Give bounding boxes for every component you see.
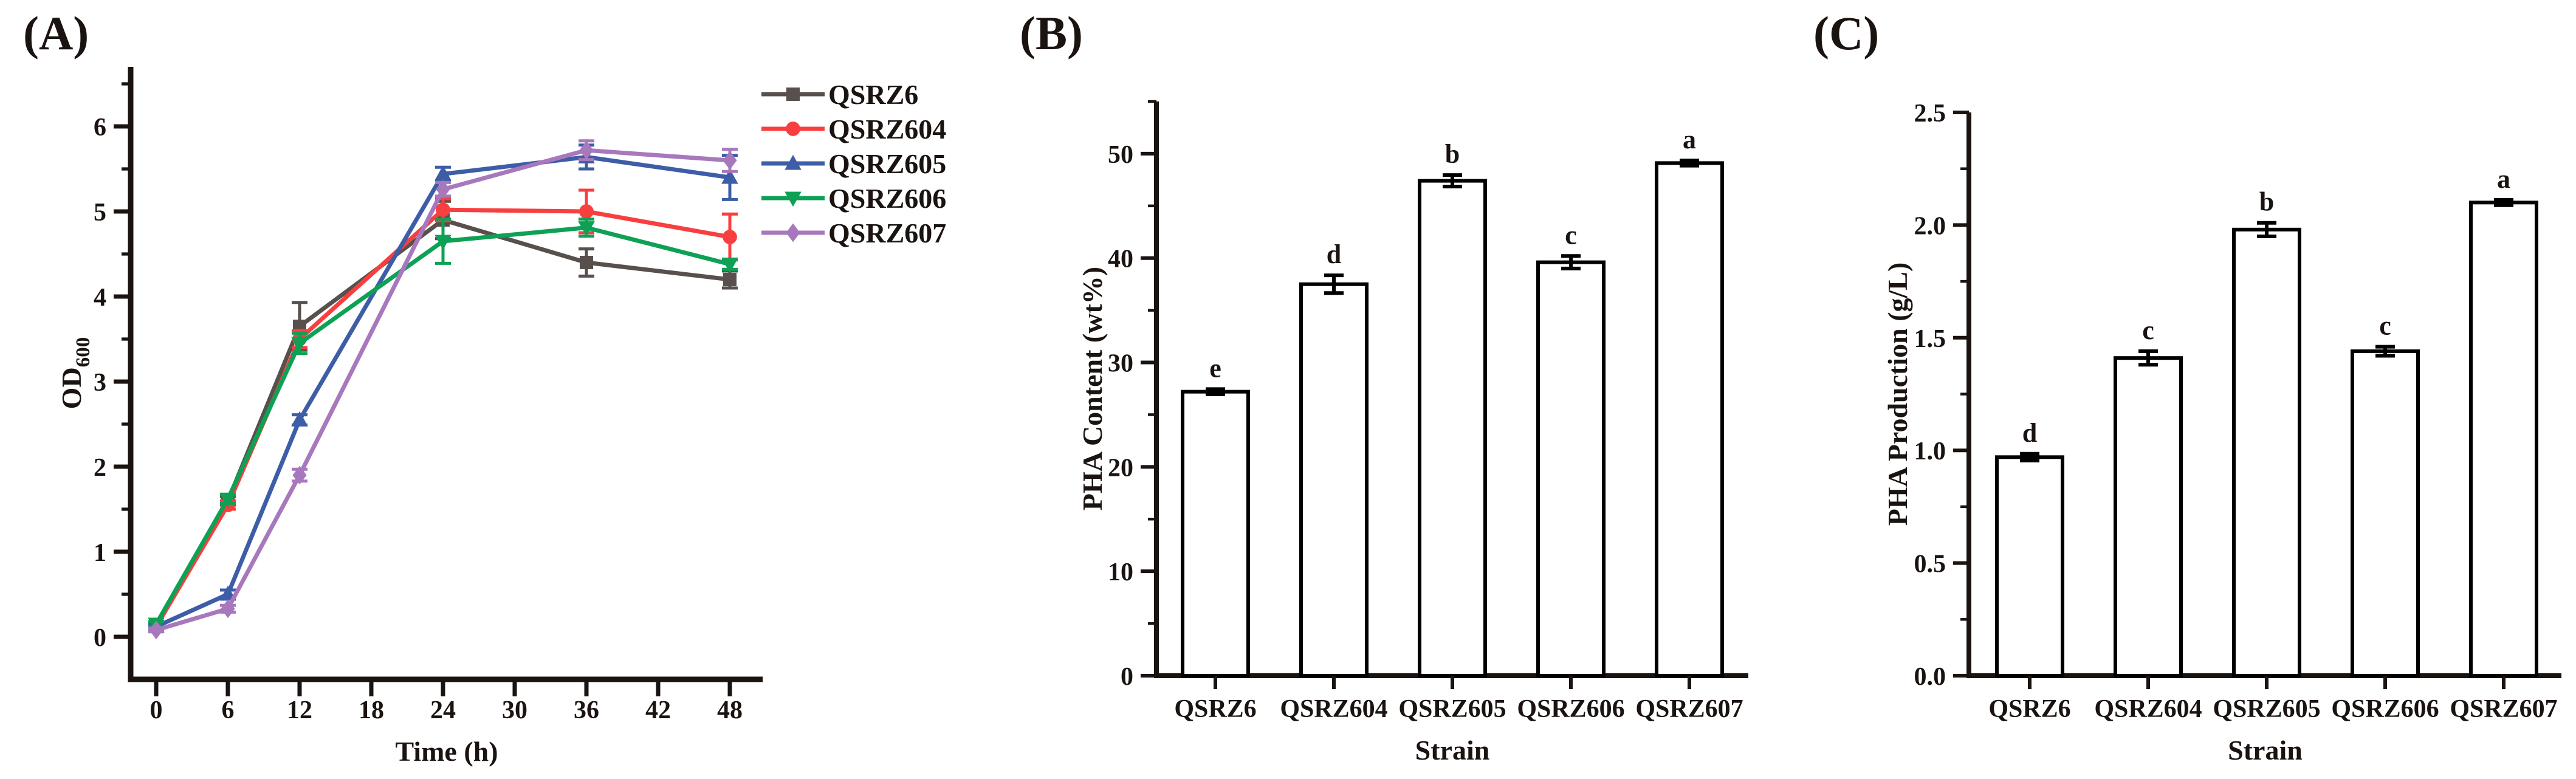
panel-b-label: (B) bbox=[1020, 7, 1083, 60]
svg-text:Strain: Strain bbox=[2228, 735, 2303, 766]
svg-text:QSRZ607: QSRZ607 bbox=[828, 218, 946, 249]
panel-c-label: (C) bbox=[1813, 7, 1880, 60]
svg-text:24: 24 bbox=[430, 696, 456, 724]
svg-text:c: c bbox=[1565, 220, 1577, 250]
pha-production-bar-chart: 0.0 0.5 1.0 1.5 2.0 2.5 d QSRZ6 c QSRZ604 b QSRZ605… bbox=[1882, 100, 2561, 766]
svg-text:1.5: 1.5 bbox=[1914, 325, 1946, 353]
svg-text:1.0: 1.0 bbox=[1914, 438, 1946, 465]
svg-text:e: e bbox=[1209, 353, 1221, 383]
svg-text:QSRZ605: QSRZ605 bbox=[828, 148, 946, 179]
svg-text:PHA Content (wt%): PHA Content (wt%) bbox=[1077, 267, 1108, 510]
svg-text:18: 18 bbox=[359, 696, 384, 724]
panel-b-pha-content: (B) 0 10 20 30 40 50 e QSRZ6 d QSRZ604 b QSRZ605 c QS… bbox=[1003, 0, 1793, 779]
svg-text:6: 6 bbox=[222, 696, 235, 724]
svg-text:0.0: 0.0 bbox=[1914, 663, 1946, 691]
svg-text:QSRZ606: QSRZ606 bbox=[1517, 695, 1624, 723]
svg-text:c: c bbox=[2379, 311, 2391, 341]
svg-text:2: 2 bbox=[94, 454, 106, 482]
svg-text:PHA Production (g/L): PHA Production (g/L) bbox=[1882, 263, 1913, 526]
svg-text:OD600: OD600 bbox=[56, 337, 94, 410]
svg-text:Strain: Strain bbox=[1415, 735, 1490, 766]
svg-text:QSRZ607: QSRZ607 bbox=[2450, 695, 2557, 723]
svg-text:a: a bbox=[2497, 164, 2510, 194]
svg-text:2.0: 2.0 bbox=[1914, 212, 1946, 240]
svg-text:QSRZ605: QSRZ605 bbox=[2213, 695, 2320, 723]
svg-text:QSRZ607: QSRZ607 bbox=[1635, 695, 1743, 723]
svg-text:10: 10 bbox=[1108, 558, 1133, 586]
svg-text:36: 36 bbox=[574, 696, 599, 724]
pha-content-bar-chart: 0 10 20 30 40 50 e QSRZ6 d QSRZ604 b QSRZ605 c QSRZ60… bbox=[1077, 100, 1748, 766]
svg-text:40: 40 bbox=[1108, 245, 1133, 273]
svg-text:QSRZ6: QSRZ6 bbox=[828, 79, 918, 110]
svg-text:0: 0 bbox=[1121, 663, 1133, 691]
svg-text:QSRZ604: QSRZ604 bbox=[1280, 695, 1387, 723]
svg-text:d: d bbox=[1327, 239, 1341, 269]
svg-text:30: 30 bbox=[502, 696, 527, 724]
svg-text:12: 12 bbox=[287, 696, 312, 724]
svg-text:QSRZ606: QSRZ606 bbox=[2331, 695, 2439, 723]
svg-text:c: c bbox=[2142, 315, 2154, 345]
svg-text:30: 30 bbox=[1108, 350, 1133, 378]
svg-text:QSRZ6: QSRZ6 bbox=[1988, 695, 2070, 723]
svg-text:QSRZ604: QSRZ604 bbox=[828, 114, 946, 145]
svg-text:48: 48 bbox=[717, 696, 743, 724]
svg-text:b: b bbox=[2259, 187, 2274, 217]
svg-text:a: a bbox=[1683, 125, 1696, 154]
panel-a-growth-curves: (A) 0 1 2 3 4 5 6 0 6 12 18 24 30 36 42 48 Time (h) OD600… bbox=[0, 0, 1003, 779]
svg-text:0: 0 bbox=[94, 624, 106, 652]
svg-text:50: 50 bbox=[1108, 141, 1133, 169]
svg-text:b: b bbox=[1445, 139, 1460, 169]
panel-a-label: (A) bbox=[23, 7, 89, 60]
svg-text:3: 3 bbox=[94, 369, 106, 397]
svg-text:0: 0 bbox=[150, 696, 163, 724]
svg-text:5: 5 bbox=[94, 199, 106, 227]
svg-text:20: 20 bbox=[1108, 454, 1133, 482]
svg-text:QSRZ606: QSRZ606 bbox=[828, 183, 946, 214]
svg-text:1: 1 bbox=[94, 539, 106, 567]
svg-text:6: 6 bbox=[94, 114, 106, 142]
svg-text:Time (h): Time (h) bbox=[395, 736, 498, 767]
svg-text:2.5: 2.5 bbox=[1914, 100, 1946, 128]
svg-text:QSRZ605: QSRZ605 bbox=[1398, 695, 1506, 723]
svg-text:QSRZ6: QSRZ6 bbox=[1174, 695, 1256, 723]
panel-c-pha-production: (C) 0.0 0.5 1.0 1.5 2.0 2.5 d QSRZ6 c QSRZ604 b QSR… bbox=[1793, 0, 2576, 779]
svg-text:QSRZ604: QSRZ604 bbox=[2094, 695, 2202, 723]
svg-text:0.5: 0.5 bbox=[1914, 551, 1946, 578]
svg-text:d: d bbox=[2022, 418, 2037, 448]
svg-text:4: 4 bbox=[94, 284, 106, 312]
svg-text:42: 42 bbox=[645, 696, 671, 724]
